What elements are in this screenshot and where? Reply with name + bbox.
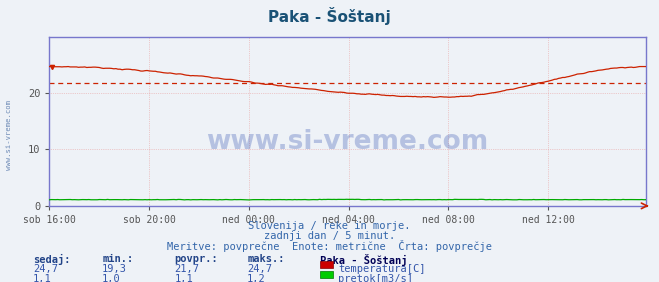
Text: pretok[m3/s]: pretok[m3/s]	[338, 274, 413, 282]
Text: min.:: min.:	[102, 254, 133, 264]
Text: sedaj:: sedaj:	[33, 254, 71, 265]
Text: 21,7: 21,7	[175, 264, 200, 274]
Text: 19,3: 19,3	[102, 264, 127, 274]
Text: 1,1: 1,1	[175, 274, 193, 282]
Text: 24,7: 24,7	[33, 264, 58, 274]
Text: Paka - Šoštanj: Paka - Šoštanj	[268, 7, 391, 25]
Text: temperatura[C]: temperatura[C]	[338, 264, 426, 274]
Text: povpr.:: povpr.:	[175, 254, 218, 264]
Text: Meritve: povprečne  Enote: metrične  Črta: povprečje: Meritve: povprečne Enote: metrične Črta:…	[167, 240, 492, 252]
Text: Slovenija / reke in morje.: Slovenija / reke in morje.	[248, 221, 411, 231]
Text: 1,2: 1,2	[247, 274, 266, 282]
Text: maks.:: maks.:	[247, 254, 285, 264]
Text: 1,0: 1,0	[102, 274, 121, 282]
Text: Paka - Šoštanj: Paka - Šoštanj	[320, 254, 407, 266]
Text: www.si-vreme.com: www.si-vreme.com	[5, 100, 12, 170]
Text: 24,7: 24,7	[247, 264, 272, 274]
Text: www.si-vreme.com: www.si-vreme.com	[206, 129, 489, 155]
Text: zadnji dan / 5 minut.: zadnji dan / 5 minut.	[264, 231, 395, 241]
Text: 1,1: 1,1	[33, 274, 51, 282]
